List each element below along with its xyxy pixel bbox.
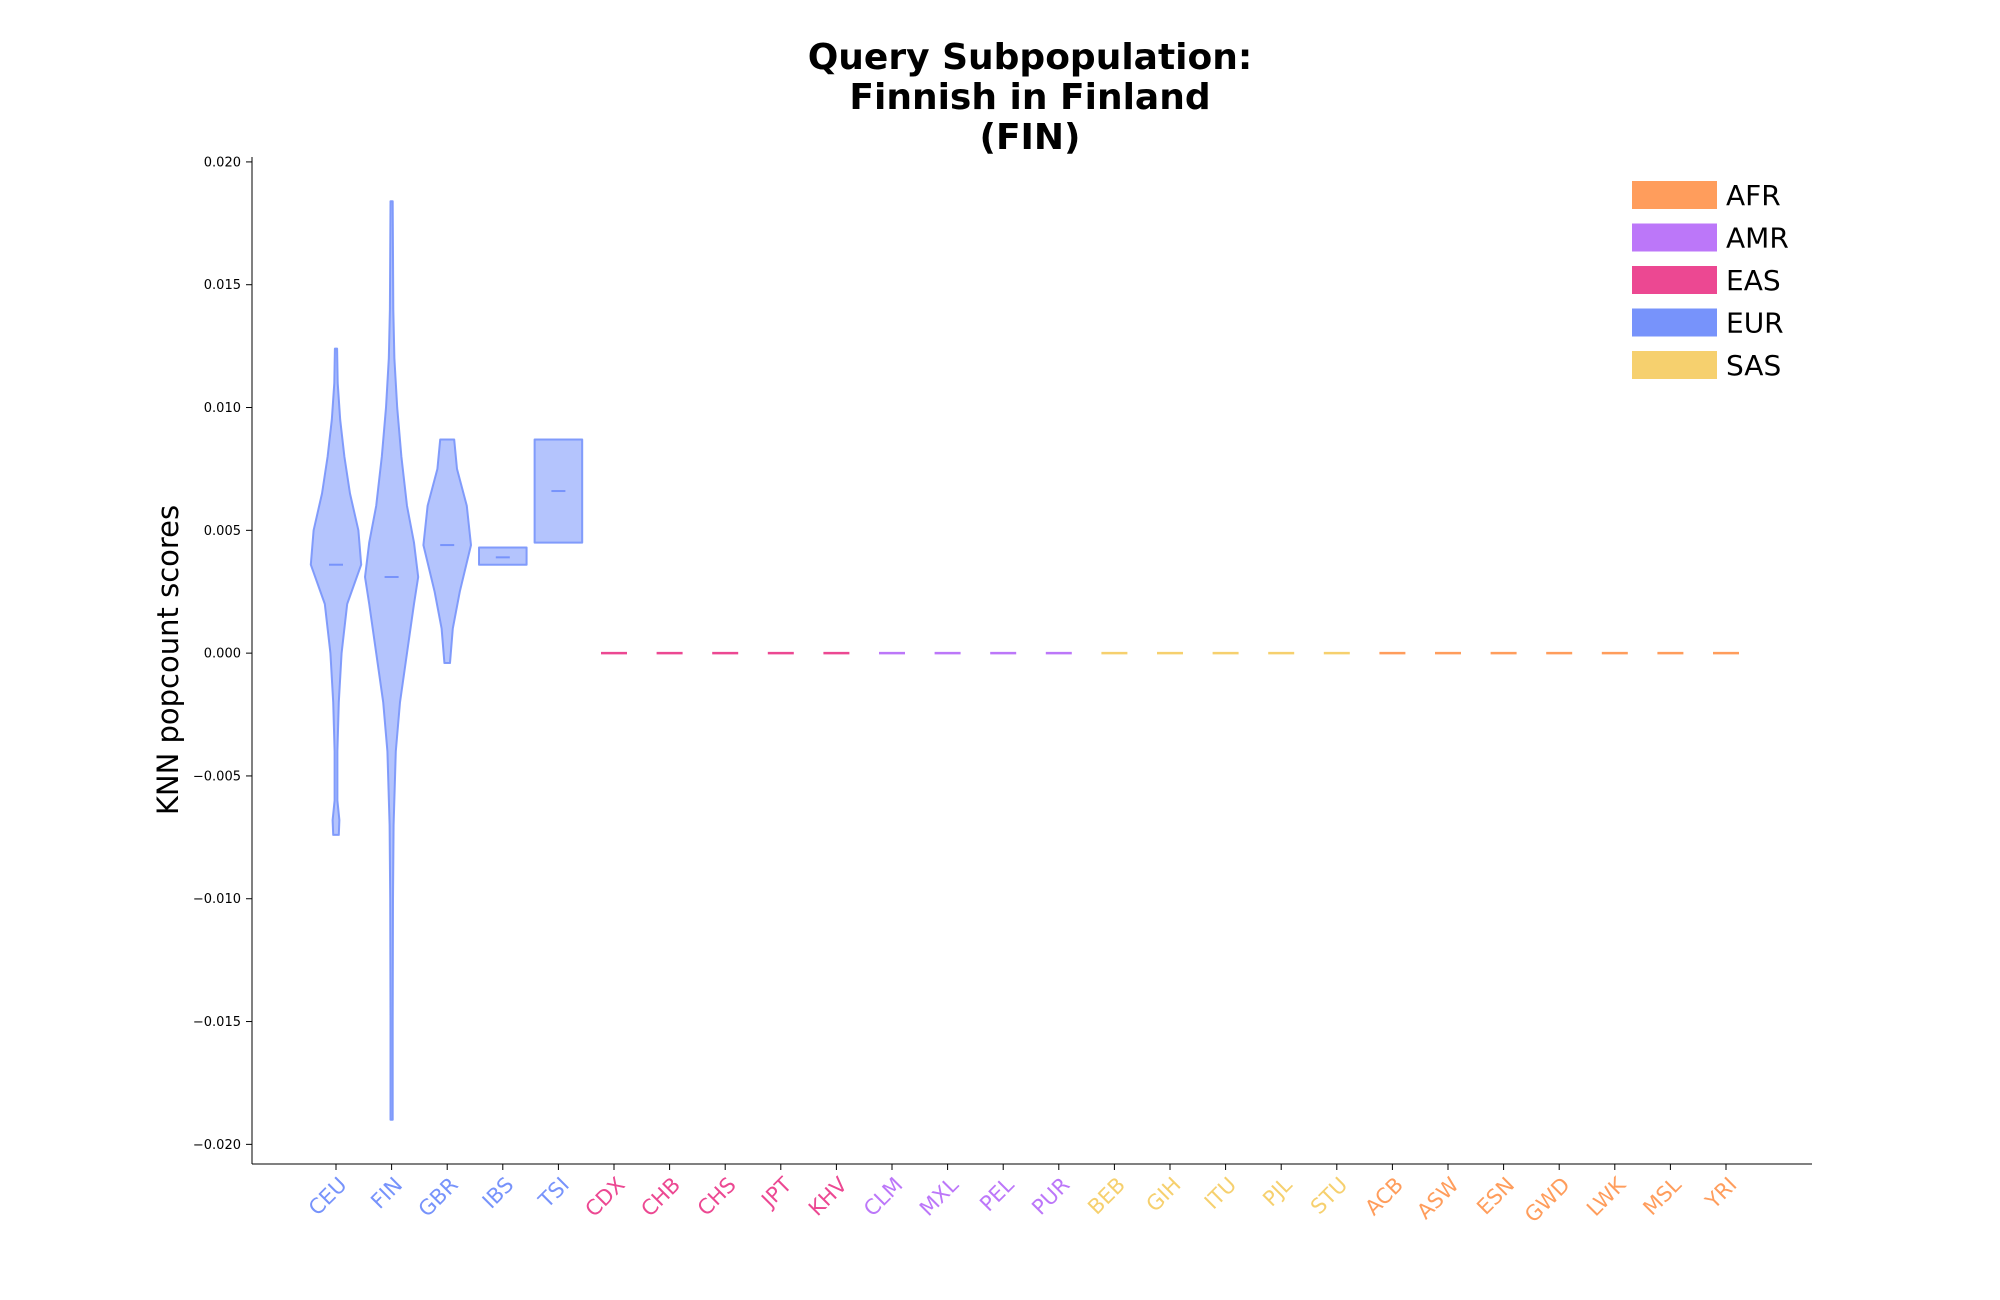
y-tick-label: 0.010 (204, 401, 241, 416)
y-tick-label: −0.010 (193, 892, 241, 907)
violin-fin (364, 200, 420, 1121)
x-tick-label-tsi: TSI (533, 1173, 574, 1214)
x-tick-label-gih: GIH (1142, 1173, 1186, 1217)
legend-label: AFR (1726, 179, 1781, 212)
violin-body (309, 347, 363, 836)
violin-tsi (533, 438, 584, 544)
x-tick-label-acb: ACB (1361, 1173, 1408, 1220)
y-tick-label: 0.015 (204, 278, 241, 293)
x-axis-ticks: CEU FIN GBR IBS TSI CDX CHB CHS JPT KHV CLM MXL PEL P… (304, 1164, 1742, 1227)
legend-item-sas: SAS (1632, 349, 1781, 382)
x-tick-label-jpt: JPT (756, 1172, 797, 1213)
x-tick-label-chb: CHB (636, 1173, 685, 1222)
legend-swatch (1632, 181, 1717, 209)
x-tick-label-beb: BEB (1083, 1173, 1130, 1220)
legend: AFR AMR EAS EUR SAS (1632, 179, 1789, 382)
x-tick-label-gwd: GWD (1520, 1173, 1575, 1228)
violin-body (422, 438, 472, 664)
x-tick-label-msl: MSL (1638, 1172, 1686, 1220)
x-tick-label-gbr: GBR (414, 1173, 463, 1222)
legend-label: AMR (1726, 222, 1789, 255)
chart-title-line-3: (FIN) (979, 117, 1080, 158)
legend-swatch (1632, 308, 1717, 337)
x-tick-label-lwk: LWK (1582, 1172, 1631, 1221)
y-tick-label: 0.020 (204, 155, 241, 170)
chart-axes (251, 157, 1812, 1165)
chart-title-line-1: Query Subpopulation: (808, 37, 1253, 78)
y-tick-label: 0.005 (204, 524, 241, 539)
legend-swatch (1632, 351, 1717, 379)
legend-label: EAS (1726, 264, 1781, 297)
violin-body (478, 546, 528, 566)
violin-ibs (478, 546, 528, 566)
violin-body (364, 200, 420, 1121)
x-tick-label-chs: CHS (693, 1173, 741, 1221)
x-tick-label-yri: YRI (1700, 1173, 1741, 1214)
y-axis-label: KNN popcount scores (151, 505, 185, 815)
x-tick-label-clm: CLM (859, 1173, 907, 1221)
x-tick-label-fin: FIN (366, 1173, 407, 1214)
y-tick-label: −0.005 (193, 769, 241, 784)
x-tick-label-pel: PEL (975, 1172, 1019, 1216)
y-tick-label: −0.020 (193, 1138, 241, 1153)
y-axis-ticks: 0.020 0.015 0.010 0.005 0.000 −0.005 −0.010 −0.… (193, 155, 252, 1153)
legend-item-eur: EUR (1632, 307, 1784, 340)
chart-title-line-2: Finnish in Finland (849, 77, 1210, 118)
violin-gbr (422, 438, 472, 664)
violin-plot-area (309, 200, 1739, 1121)
y-tick-label: 0.000 (204, 647, 241, 662)
x-tick-label-ibs: IBS (478, 1173, 519, 1214)
legend-label: SAS (1726, 349, 1781, 382)
x-tick-label-itu: ITU (1200, 1173, 1241, 1214)
x-tick-label-mxl: MXL (915, 1172, 963, 1220)
x-tick-label-ceu: CEU (304, 1173, 352, 1221)
x-tick-label-pur: PUR (1027, 1173, 1074, 1220)
violin-ceu (309, 347, 363, 836)
x-tick-label-khv: KHV (804, 1172, 852, 1220)
legend-swatch (1632, 223, 1717, 252)
legend-swatch (1632, 266, 1717, 294)
legend-item-eas: EAS (1632, 264, 1781, 297)
x-tick-label-esn: ESN (1472, 1173, 1519, 1220)
x-tick-label-asw: ASW (1412, 1172, 1463, 1223)
x-tick-label-pjl: PJL (1258, 1172, 1297, 1211)
legend-item-amr: AMR (1632, 222, 1789, 255)
legend-label: EUR (1726, 307, 1784, 340)
x-tick-label-cdx: CDX (581, 1173, 630, 1222)
y-tick-label: −0.015 (193, 1015, 241, 1030)
x-tick-label-stu: STU (1306, 1173, 1352, 1219)
chart-title: Query Subpopulation: Finnish in Finland … (808, 37, 1253, 158)
legend-item-afr: AFR (1632, 179, 1781, 212)
